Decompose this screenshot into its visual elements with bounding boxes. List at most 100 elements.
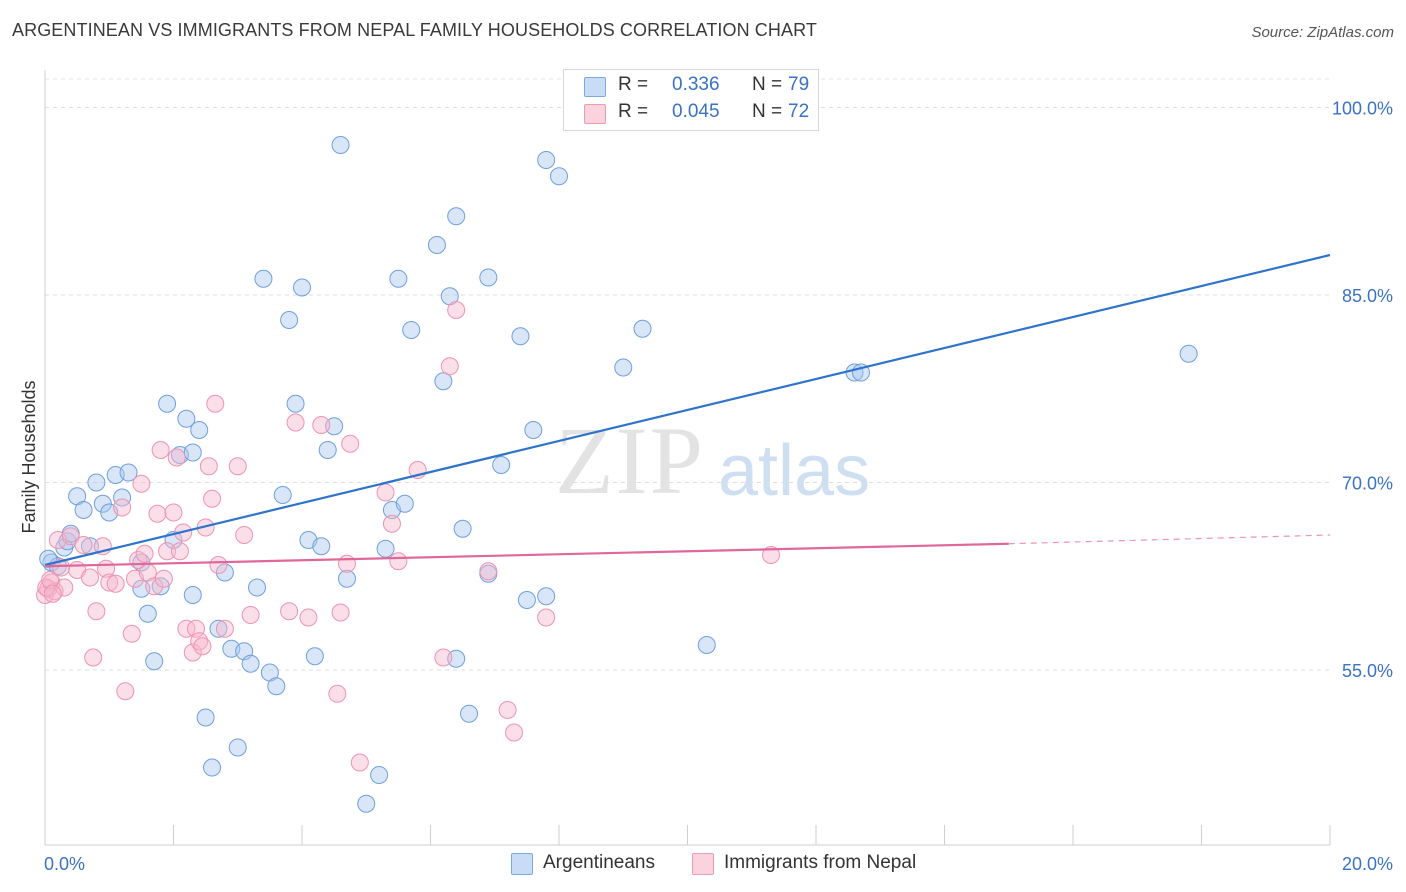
bottom-legend-swatch-blue bbox=[511, 853, 533, 875]
x-tick-label: 0.0% bbox=[44, 854, 85, 874]
data-point bbox=[170, 542, 189, 561]
legend-swatch-pink bbox=[584, 104, 606, 124]
data-point bbox=[177, 619, 196, 638]
source-label: Source: ZipAtlas.com bbox=[1251, 24, 1394, 41]
legend-swatch-blue bbox=[584, 77, 606, 97]
data-point bbox=[84, 648, 103, 667]
data-point bbox=[106, 574, 125, 593]
data-point bbox=[215, 563, 234, 582]
data-point bbox=[254, 269, 273, 288]
data-point bbox=[312, 416, 331, 434]
data-point bbox=[447, 301, 466, 319]
data-point bbox=[331, 136, 350, 154]
data-point bbox=[762, 546, 781, 564]
data-point bbox=[190, 421, 209, 439]
axes bbox=[44, 70, 1331, 846]
legend-r-label: R = bbox=[618, 74, 649, 95]
data-point bbox=[498, 701, 517, 719]
data-point bbox=[183, 586, 202, 604]
data-point bbox=[434, 648, 453, 667]
legend-n-label: N = bbox=[752, 74, 783, 95]
data-point bbox=[132, 474, 151, 493]
data-point bbox=[312, 537, 331, 556]
y-tick-label: 55.0% bbox=[1342, 661, 1393, 681]
data-point bbox=[524, 421, 543, 439]
trend-line-extension bbox=[1008, 534, 1331, 545]
trend-line bbox=[44, 542, 1009, 568]
data-point bbox=[122, 624, 141, 643]
data-point bbox=[167, 448, 186, 467]
data-point bbox=[440, 357, 459, 376]
grid-lines bbox=[45, 78, 1330, 671]
data-point bbox=[87, 473, 106, 492]
data-point bbox=[100, 573, 119, 592]
data-point bbox=[43, 584, 62, 603]
data-point bbox=[505, 723, 524, 742]
data-point bbox=[447, 207, 466, 226]
data-point bbox=[151, 441, 170, 459]
data-point bbox=[376, 539, 395, 558]
data-point bbox=[196, 708, 215, 727]
legend-n-label: N = bbox=[752, 101, 783, 122]
data-point bbox=[286, 413, 305, 432]
data-point bbox=[1179, 344, 1198, 363]
data-point bbox=[286, 394, 305, 413]
data-point bbox=[154, 569, 173, 588]
data-point bbox=[193, 637, 212, 656]
data-point bbox=[402, 321, 421, 339]
data-point bbox=[241, 606, 260, 624]
data-point bbox=[305, 647, 324, 666]
data-point bbox=[376, 483, 395, 502]
data-point bbox=[61, 527, 80, 546]
data-point bbox=[633, 319, 652, 338]
data-point bbox=[318, 441, 337, 459]
data-point bbox=[183, 443, 202, 462]
data-point bbox=[492, 456, 511, 474]
data-point bbox=[537, 608, 556, 627]
data-point bbox=[203, 758, 222, 777]
data-point bbox=[209, 619, 228, 638]
data-point bbox=[248, 578, 267, 597]
data-point bbox=[113, 498, 132, 517]
data-point bbox=[537, 587, 556, 606]
data-point bbox=[74, 536, 93, 554]
data-point bbox=[158, 394, 177, 413]
data-point bbox=[215, 619, 234, 638]
data-point bbox=[241, 654, 260, 673]
data-point bbox=[427, 236, 446, 254]
data-point bbox=[550, 167, 568, 186]
data-point bbox=[337, 569, 356, 588]
data-point bbox=[158, 542, 177, 561]
data-point bbox=[697, 636, 716, 654]
y-tick-label: 100.0% bbox=[1332, 99, 1393, 119]
data-point bbox=[280, 602, 299, 621]
data-point bbox=[138, 604, 157, 623]
data-point bbox=[479, 562, 498, 581]
data-point bbox=[135, 544, 154, 563]
data-point bbox=[209, 556, 228, 574]
data-point bbox=[228, 457, 247, 476]
data-point bbox=[434, 372, 453, 391]
data-point bbox=[267, 677, 286, 696]
data-point bbox=[325, 417, 344, 436]
axis-labels: 55.0% 70.0% 85.0% 100.0% 0.0% 20.0% Family Hou… bbox=[19, 99, 1393, 875]
trend-lines bbox=[44, 253, 1331, 568]
legend-r-value: 0.336 bbox=[672, 74, 720, 95]
data-point bbox=[328, 684, 347, 703]
data-point bbox=[357, 794, 376, 813]
data-points bbox=[36, 136, 1198, 813]
data-point bbox=[293, 278, 311, 297]
data-point bbox=[389, 552, 408, 571]
data-point bbox=[382, 514, 401, 533]
data-point bbox=[614, 358, 633, 377]
data-point bbox=[190, 632, 209, 651]
data-point bbox=[337, 554, 356, 573]
data-point bbox=[350, 753, 369, 772]
data-point bbox=[87, 602, 106, 621]
data-point bbox=[74, 501, 93, 519]
data-point bbox=[203, 489, 222, 508]
data-point bbox=[145, 577, 164, 596]
bottom-legend-label: Immigrants from Nepal bbox=[724, 852, 917, 873]
data-point bbox=[235, 526, 254, 544]
